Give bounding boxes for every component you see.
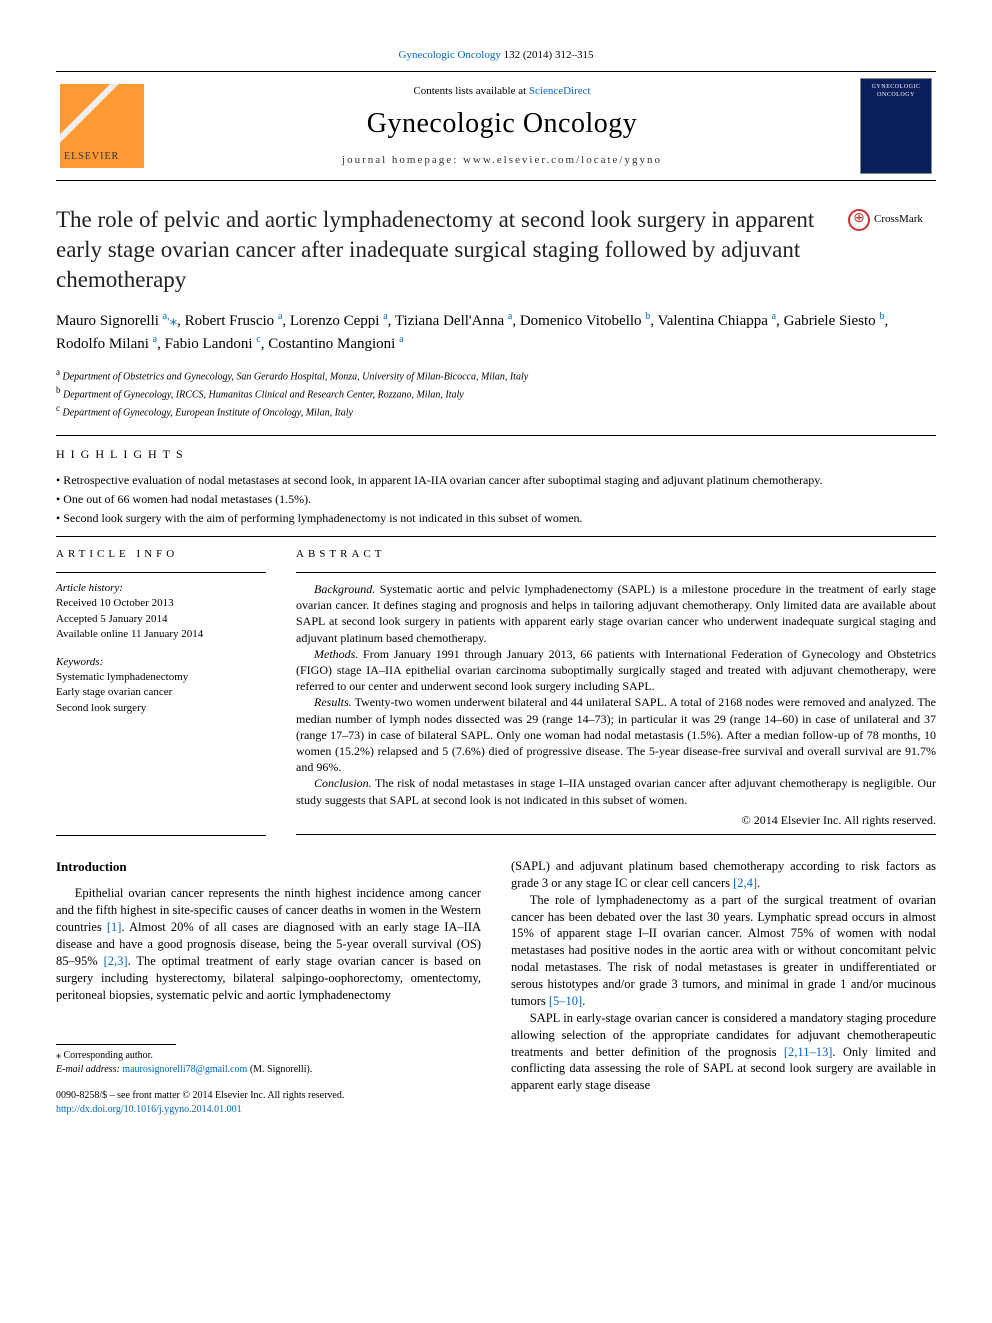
highlights-heading: HIGHLIGHTS [56,446,936,462]
citation-bar: Gynecologic Oncology 132 (2014) 312–315 [56,48,936,63]
author-list: Mauro Signorelli a,⁎, Robert Fruscio a, … [56,309,936,356]
keyword: Second look surgery [56,702,146,714]
crossmark-icon: ⊕ [848,209,870,231]
journal-cover-thumb: GYNECOLOGIC ONCOLOGY [860,78,932,174]
abstract-methods: From January 1991 through January 2013, … [296,647,936,693]
rule [56,435,936,436]
available-date: Available online 11 January 2014 [56,628,203,640]
citation-volume: 132 (2014) 312–315 [501,49,594,61]
citation-ref[interactable]: [2,4] [733,876,757,890]
article-info-heading: ARTICLE INFO [56,547,266,562]
homepage-prefix: journal homepage: [342,154,463,166]
abstract-conclusion-label: Conclusion. [314,776,372,790]
highlights-list: Retrospective evaluation of nodal metast… [56,472,936,527]
rule [56,536,936,537]
rule [56,835,266,836]
left-column: Introduction Epithelial ovarian cancer r… [56,858,481,1117]
email-label: E-mail address: [56,1064,122,1075]
corr-email-link[interactable]: maurosignorelli78@gmail.com [122,1064,247,1075]
corresponding-author-footnote: ⁎ Corresponding author. E-mail address: … [56,1049,481,1077]
highlights-section: HIGHLIGHTS Retrospective evaluation of n… [56,446,936,527]
abstract-results-label: Results. [314,695,352,709]
journal-name: Gynecologic Oncology [144,105,860,143]
received-date: Received 10 October 2013 [56,597,174,609]
abstract-heading: ABSTRACT [296,547,936,562]
abstract-background-label: Background. [314,582,375,596]
introduction-heading: Introduction [56,858,481,876]
citation-ref[interactable]: [2,3] [104,954,128,968]
footer-issn-doi: 0090-8258/$ – see front matter © 2014 El… [56,1089,481,1117]
accepted-date: Accepted 5 January 2014 [56,613,168,625]
contents-line: Contents lists available at ScienceDirec… [144,84,860,99]
article-info-column: ARTICLE INFO Article history: Received 1… [56,547,266,835]
right-column: (SAPL) and adjuvant platinum based chemo… [511,858,936,1117]
abstract-column: ABSTRACT Background. Systematic aortic a… [296,547,936,835]
abstract-conclusion: The risk of nodal metastases in stage I–… [296,776,936,806]
cover-thumb-label: GYNECOLOGIC ONCOLOGY [861,83,931,99]
citation-ref[interactable]: [2,11–13] [784,1045,833,1059]
abstract-background: Systematic aortic and pelvic lymphadenec… [296,582,936,645]
citation-ref[interactable]: [1] [107,920,122,934]
doi-link[interactable]: http://dx.doi.org/10.1016/j.ygyno.2014.0… [56,1104,242,1115]
rule [56,572,266,573]
body-two-column: Introduction Epithelial ovarian cancer r… [56,858,936,1117]
highlight-item: Second look surgery with the aim of perf… [56,510,936,526]
highlight-item: One out of 66 women had nodal metastases… [56,491,936,507]
body-text: (SAPL) and adjuvant platinum based chemo… [511,859,936,890]
crossmark-label: CrossMark [874,212,923,227]
affiliation-a: Department of Obstetrics and Gynecology,… [63,371,529,382]
corr-name: (M. Signorelli). [247,1064,312,1075]
abstract-copyright: © 2014 Elsevier Inc. All rights reserved… [296,812,936,828]
citation-ref[interactable]: [5–10] [549,994,582,1008]
article-title: The role of pelvic and aortic lymphadene… [56,205,832,295]
contents-prefix: Contents lists available at [413,85,528,97]
homepage-line: journal homepage: www.elsevier.com/locat… [144,153,860,168]
publisher-logo: ELSEVIER [60,84,144,168]
rule [296,834,936,835]
abstract-results: Twenty-two women underwent bilateral and… [296,695,936,774]
affiliations: a Department of Obstetrics and Gynecolog… [56,366,936,421]
history-label: Article history: [56,581,266,596]
affiliation-b: Department of Gynecology, IRCCS, Humanit… [63,389,464,400]
homepage-url[interactable]: www.elsevier.com/locate/ygyno [463,154,662,166]
keyword: Systematic lymphadenectomy [56,671,188,683]
issn-line: 0090-8258/$ – see front matter © 2014 El… [56,1089,481,1103]
abstract-methods-label: Methods. [314,647,358,661]
crossmark-badge[interactable]: ⊕ CrossMark [848,209,936,231]
corr-label: ⁎ Corresponding author. [56,1049,481,1063]
footnote-rule [56,1044,176,1045]
rule [296,572,936,573]
sciencedirect-link[interactable]: ScienceDirect [529,85,591,97]
keyword: Early stage ovarian cancer [56,686,172,698]
highlight-item: Retrospective evaluation of nodal metast… [56,472,936,488]
body-text: . [757,876,760,890]
body-text: . [582,994,585,1008]
affiliation-c: Department of Gynecology, European Insti… [63,408,353,419]
citation-journal-link[interactable]: Gynecologic Oncology [399,49,501,61]
body-text: The role of lymphadenectomy as a part of… [511,893,936,1008]
journal-header: ELSEVIER Contents lists available at Sci… [56,71,936,181]
publisher-logo-text: ELSEVIER [64,150,140,164]
keywords-label: Keywords: [56,655,266,670]
